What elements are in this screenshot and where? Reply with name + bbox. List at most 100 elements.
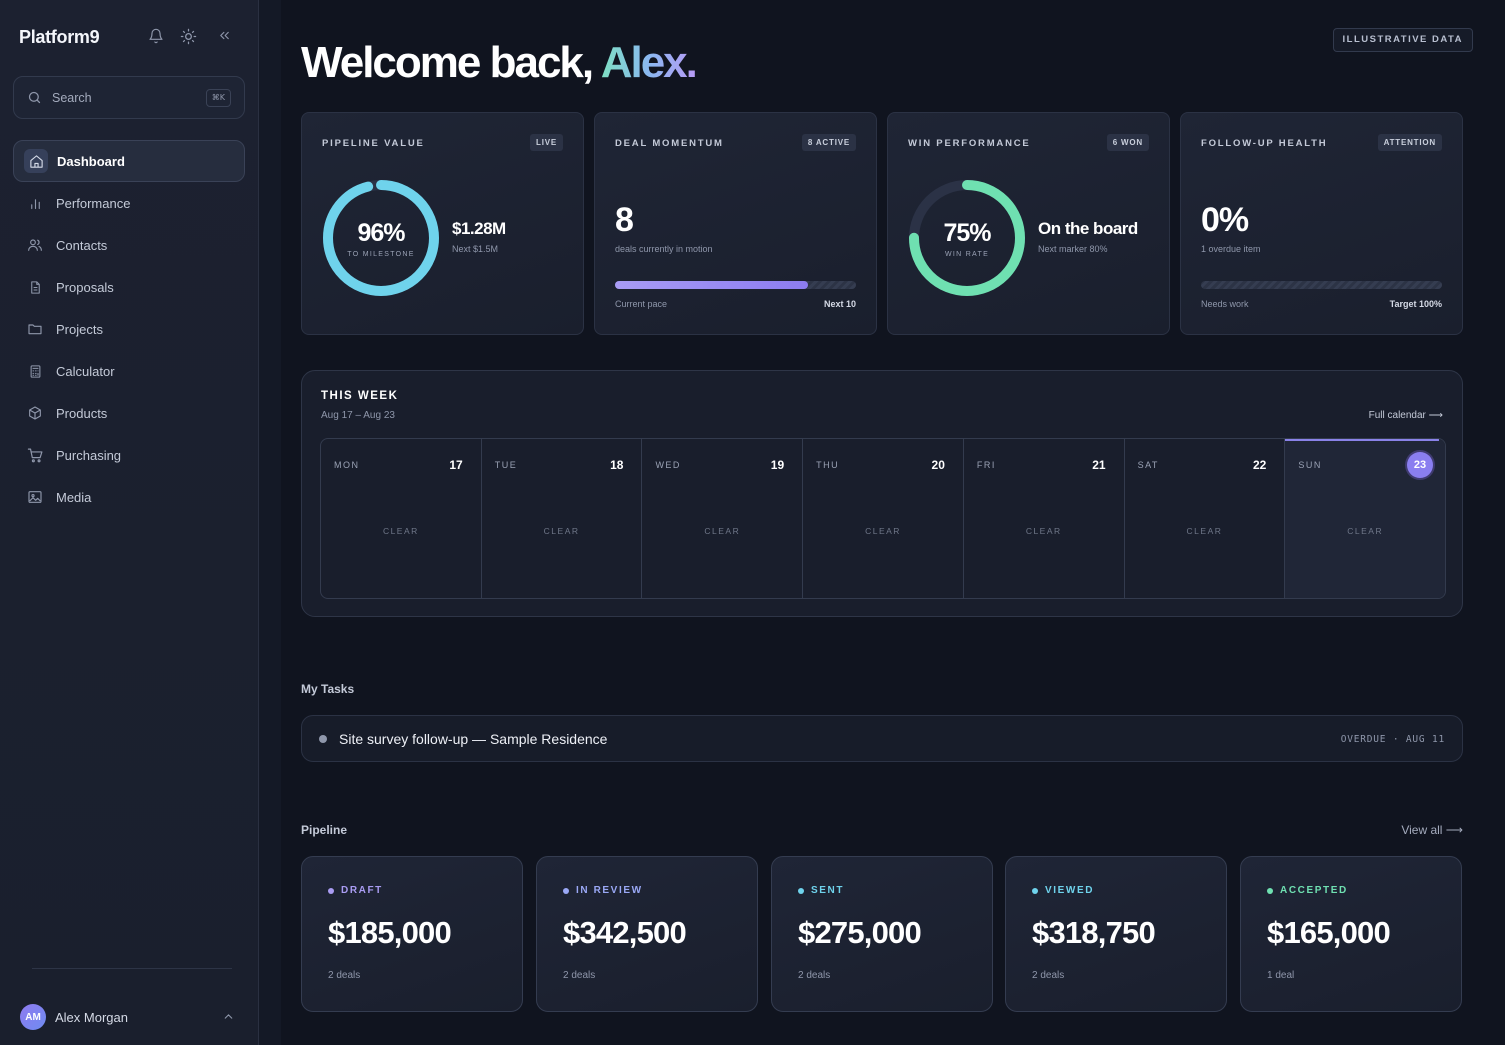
sidebar-item-products[interactable]: Products — [13, 392, 245, 434]
kpi-label: FOLLOW-UP HEALTH — [1201, 138, 1328, 149]
search-shortcut-hint: ⌘K — [205, 89, 231, 107]
main-content: Welcome back, Alex. ILLUSTRATIVE DATA PI… — [259, 0, 1505, 1045]
stage-deal-count: 2 deals — [1032, 970, 1065, 981]
day-status: CLEAR — [1025, 526, 1062, 536]
calculator-icon — [25, 361, 45, 381]
pipeline-heading: Pipeline — [301, 823, 348, 837]
sidebar-item-contacts[interactable]: Contacts — [13, 224, 245, 266]
day-cell-fri[interactable]: FRI 21 CLEAR — [964, 439, 1125, 598]
greeting-text: Welcome back, — [301, 38, 594, 87]
sidebar-item-label: Products — [56, 405, 108, 421]
active-deals-caption: deals currently in motion — [615, 244, 713, 254]
brand-logo: Platform9 — [19, 27, 100, 47]
sidebar-item-label: Projects — [56, 321, 103, 337]
sidebar-item-dashboard[interactable]: Dashboard — [13, 140, 245, 182]
image-icon — [25, 487, 45, 507]
user-name: Alex Morgan — [55, 1009, 128, 1025]
day-cell-sat[interactable]: SAT 22 CLEAR — [1125, 439, 1286, 598]
day-cell-tue[interactable]: TUE 18 CLEAR — [482, 439, 643, 598]
day-status: CLEAR — [382, 526, 419, 536]
sidebar-item-label: Contacts — [56, 237, 108, 253]
ring-progress-arc — [909, 180, 1025, 296]
box-icon — [25, 403, 45, 423]
search-input[interactable] — [52, 88, 202, 108]
pipeline-card-viewed[interactable]: VIEWED $318,750 2 deals — [1005, 856, 1227, 1012]
kpi-card-win-performance[interactable]: WIN PERFORMANCE 6 WON 75% WIN RATE On th… — [887, 112, 1170, 335]
stage-deal-count: 2 deals — [328, 970, 361, 981]
progress-fill — [615, 281, 808, 289]
sidebar-item-performance[interactable]: Performance — [13, 182, 245, 224]
day-status: CLEAR — [1186, 526, 1223, 536]
day-name: TUE — [494, 460, 518, 470]
sidebar-item-proposals[interactable]: Proposals — [13, 266, 245, 308]
sidebar-item-calculator[interactable]: Calculator — [13, 350, 245, 392]
task-item[interactable]: Site survey follow-up — Sample Residence… — [301, 715, 1463, 762]
this-week-panel: THIS WEEK Aug 17 – Aug 23 Full calendar … — [301, 370, 1463, 617]
sidebar-divider — [32, 968, 232, 969]
illustrative-data-badge: ILLUSTRATIVE DATA — [1332, 28, 1473, 52]
day-cell-mon[interactable]: MON 17 CLEAR — [321, 439, 482, 598]
sidebar-item-projects[interactable]: Projects — [13, 308, 245, 350]
day-status: CLEAR — [865, 526, 901, 536]
sidebar-item-label: Dashboard — [57, 153, 125, 169]
page-title: Welcome back, Alex. — [301, 38, 698, 88]
stage-label: ACCEPTED — [1280, 885, 1348, 896]
milestone-progress-ring — [323, 180, 439, 296]
collapse-sidebar-icon[interactable] — [217, 28, 235, 46]
stage-status: ACCEPTED — [1267, 885, 1348, 896]
sidebar-item-purchasing[interactable]: Purchasing — [13, 434, 245, 476]
progress-caption-right: Target 100% — [1389, 299, 1442, 309]
sun-icon[interactable] — [180, 28, 198, 46]
stage-label: SENT — [811, 885, 845, 896]
status-dot — [563, 887, 569, 894]
full-calendar-link[interactable]: Full calendar ⟶ — [1368, 410, 1443, 421]
document-icon — [25, 277, 45, 297]
user-first-name: Alex. — [600, 38, 698, 87]
pipeline-card-draft[interactable]: DRAFT $185,000 2 deals — [301, 856, 523, 1012]
day-cell-sun-today[interactable]: SUN 23 CLEAR — [1285, 439, 1445, 598]
kpi-card-follow-up-health[interactable]: FOLLOW-UP HEALTH ATTENTION 0% 1 overdue … — [1180, 112, 1463, 335]
follow-up-progress-bar — [1201, 281, 1442, 289]
kpi-label: DEAL MOMENTUM — [615, 138, 724, 149]
task-status-dot — [319, 735, 327, 743]
task-due-meta: OVERDUE · AUG 11 — [1340, 734, 1445, 745]
status-dot — [1032, 887, 1038, 894]
sidebar-item-media[interactable]: Media — [13, 476, 245, 518]
status-badge: 8 ACTIVE — [801, 134, 856, 151]
day-name: FRI — [976, 460, 996, 470]
user-menu[interactable]: AM Alex Morgan — [20, 1004, 240, 1030]
bell-icon[interactable] — [148, 28, 166, 46]
ring-progress-arc — [323, 180, 439, 296]
day-cell-wed[interactable]: WED 19 CLEAR — [642, 439, 804, 598]
day-name: SAT — [1137, 460, 1159, 470]
sidebar-item-label: Proposals — [56, 279, 114, 295]
stage-deal-count: 1 deal — [1267, 970, 1295, 981]
status-badge: LIVE — [530, 134, 563, 151]
momentum-progress-bar — [615, 281, 856, 289]
stage-label: IN REVIEW — [576, 885, 643, 896]
win-rate-ring — [909, 180, 1025, 296]
ring-percent: 75% — [943, 218, 991, 247]
status-dot — [328, 887, 334, 894]
day-status: CLEAR — [704, 526, 741, 536]
ring-caption: TO MILESTONE — [347, 250, 415, 258]
day-cell-thu[interactable]: THU 20 CLEAR — [803, 439, 964, 598]
overdue-caption: 1 overdue item — [1201, 244, 1261, 254]
pipeline-card-sent[interactable]: SENT $275,000 2 deals — [771, 856, 993, 1012]
kpi-card-pipeline-value[interactable]: PIPELINE VALUE LIVE 96% TO MILESTONE $1.… — [301, 112, 584, 335]
kpi-label: WIN PERFORMANCE — [908, 138, 1031, 149]
search-box[interactable]: ⌘K — [13, 76, 245, 119]
ring-center: 96% TO MILESTONE — [322, 179, 440, 297]
stage-amount: $165,000 — [1267, 915, 1391, 950]
stage-deal-count: 2 deals — [798, 970, 831, 981]
progress-caption-left: Current pace — [615, 299, 668, 309]
ring-percent: 96% — [357, 218, 405, 247]
day-status: CLEAR — [543, 526, 580, 536]
day-name: THU — [816, 460, 840, 470]
kpi-card-deal-momentum[interactable]: DEAL MOMENTUM 8 ACTIVE 8 deals currently… — [594, 112, 877, 335]
pipeline-card-accepted[interactable]: ACCEPTED $165,000 1 deal — [1240, 856, 1462, 1012]
pipeline-card-in-review[interactable]: IN REVIEW $342,500 2 deals — [536, 856, 758, 1012]
stage-amount: $275,000 — [798, 915, 922, 950]
view-all-link[interactable]: View all ⟶ — [1401, 823, 1463, 837]
pipeline-amount: $1.28M — [452, 219, 506, 238]
